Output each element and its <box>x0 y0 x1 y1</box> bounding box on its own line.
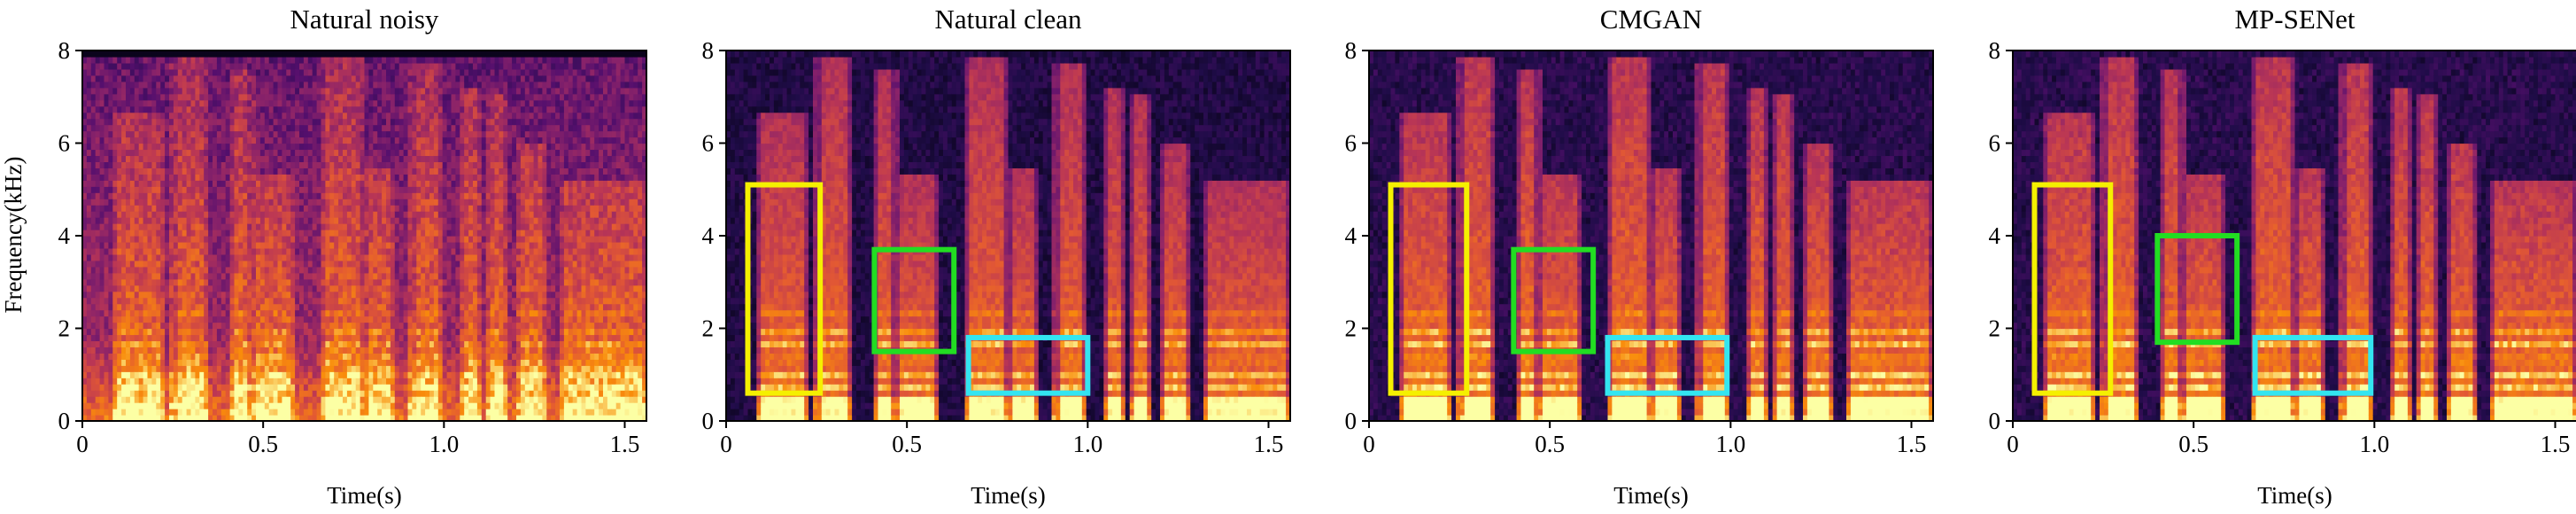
x-tick-label: 1.0 <box>1072 431 1102 457</box>
spectrogram-image <box>2013 51 2576 422</box>
x-tick-label: 1.5 <box>1897 431 1927 457</box>
x-tick-label: 1.5 <box>1254 431 1284 457</box>
highlight-box <box>745 182 824 396</box>
x-tick-label: 1.5 <box>2541 431 2571 457</box>
y-tick-label: 4 <box>1345 222 1358 249</box>
y-tick-label: 0 <box>702 408 715 434</box>
y-tick-label: 2 <box>1345 315 1358 342</box>
y-tick-label: 6 <box>1345 130 1358 157</box>
y-tick-label: 8 <box>1989 37 2001 64</box>
x-axis-label: Time(s) <box>327 482 402 509</box>
x-tick-label: 0 <box>76 431 89 457</box>
y-tick-label: 8 <box>702 37 715 64</box>
highlight-box <box>965 334 1091 396</box>
x-tick-label: 1.0 <box>1715 431 1745 457</box>
y-tick-label: 6 <box>1989 130 2001 157</box>
figure-ylabel: Frequency(kHz) <box>0 157 27 314</box>
x-axis-label: Time(s) <box>1613 482 1689 509</box>
y-tick-label: 6 <box>702 130 715 157</box>
panel-title: MP-SENet <box>2234 4 2355 35</box>
y-tick-label: 8 <box>58 37 71 64</box>
x-tick-label: 0 <box>2007 431 2019 457</box>
highlight-box <box>1388 182 1470 396</box>
x-tick-label: 0 <box>720 431 732 457</box>
x-tick-label: 0.5 <box>248 431 278 457</box>
panel-title: Natural noisy <box>290 4 439 35</box>
spectrogram-panel: CMGAN 0 0.5 1.0 1.5 0 2 4 6 8 Time(s) <box>1345 4 1934 509</box>
x-tick-label: 0 <box>1363 431 1375 457</box>
y-tick-label: 2 <box>702 315 715 342</box>
x-tick-label: 0.5 <box>1535 431 1565 457</box>
panel-title: CMGAN <box>1600 4 1702 35</box>
spectrogram-panel: Natural clean 0 0.5 1.0 1.5 0 2 4 6 8 Time(s) <box>702 4 1291 509</box>
y-tick-label: 0 <box>1345 408 1358 434</box>
panel-title: Natural clean <box>934 4 1082 35</box>
y-tick-label: 0 <box>1989 408 2001 434</box>
spectrogram-panel: MP-SENet 0 0.5 1.0 1.5 0 2 4 6 8 Time(s) <box>1989 4 2576 509</box>
highlight-box <box>1511 246 1597 354</box>
y-tick-label: 2 <box>1989 315 2001 342</box>
spectrogram-panel: Natural noisy 0 0.5 1.0 1.5 0 2 4 6 8 Time(s) <box>58 4 647 509</box>
spectrogram-image <box>82 51 647 422</box>
x-tick-label: 0.5 <box>2178 431 2209 457</box>
y-tick-label: 4 <box>1989 222 2001 249</box>
y-tick-label: 6 <box>58 130 71 157</box>
spectrogram-image <box>726 51 1291 422</box>
x-tick-label: 1.0 <box>2359 431 2389 457</box>
x-axis-label: Time(s) <box>2257 482 2332 509</box>
spectrogram-image <box>1369 51 1934 422</box>
x-tick-label: 1.0 <box>429 431 459 457</box>
x-axis-label: Time(s) <box>971 482 1046 509</box>
y-tick-label: 4 <box>58 222 71 249</box>
highlight-box <box>2252 334 2374 396</box>
highlight-box <box>1605 334 1730 396</box>
y-tick-label: 2 <box>58 315 71 342</box>
highlight-box <box>2154 233 2240 346</box>
x-tick-label: 1.5 <box>610 431 640 457</box>
y-tick-label: 8 <box>1345 37 1358 64</box>
x-tick-label: 0.5 <box>892 431 922 457</box>
y-tick-label: 4 <box>702 222 715 249</box>
y-tick-label: 0 <box>58 408 71 434</box>
highlight-box <box>2031 182 2114 396</box>
highlight-box <box>871 246 957 354</box>
